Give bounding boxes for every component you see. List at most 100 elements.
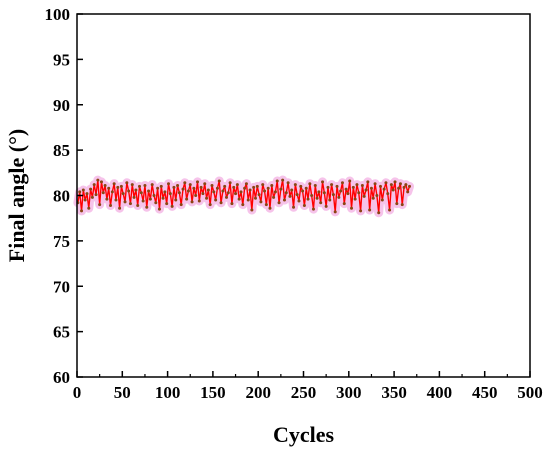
data-point	[397, 186, 401, 190]
y-axis-title: Final angle (°)	[4, 129, 29, 262]
data-point	[268, 206, 272, 210]
data-point	[116, 185, 120, 189]
data-point	[157, 207, 161, 211]
data-point	[326, 185, 330, 189]
data-point	[212, 190, 216, 194]
data-markers	[76, 178, 411, 215]
data-point	[366, 180, 370, 184]
data-point	[89, 187, 93, 191]
data-point	[110, 190, 114, 194]
data-point	[181, 187, 185, 191]
data-point	[342, 202, 346, 206]
data-point	[206, 188, 210, 192]
data-point	[313, 184, 317, 188]
data-point	[98, 203, 102, 207]
data-point	[230, 202, 234, 206]
data-point	[159, 184, 163, 188]
y-tick-label: 70	[53, 277, 70, 296]
data-point	[194, 194, 198, 197]
data-point	[322, 191, 326, 195]
data-point	[176, 184, 180, 188]
data-point	[319, 201, 323, 205]
x-axis-title: Cycles	[273, 422, 335, 447]
data-point	[168, 192, 172, 196]
data-point	[224, 195, 228, 199]
data-point	[301, 189, 305, 193]
data-point	[203, 182, 207, 186]
data-point	[219, 201, 223, 205]
data-point	[377, 211, 381, 215]
data-point	[177, 191, 181, 195]
data-point	[235, 183, 239, 187]
data-point	[221, 189, 225, 193]
data-point	[248, 188, 252, 192]
data-point	[90, 195, 94, 199]
data-point	[226, 191, 230, 195]
data-point	[321, 180, 325, 184]
data-point	[340, 181, 344, 185]
y-tick-label: 90	[53, 96, 70, 115]
y-tick-label: 60	[53, 368, 70, 387]
data-point	[128, 202, 132, 206]
data-point	[299, 184, 303, 188]
data-point	[210, 184, 214, 188]
data-point	[350, 206, 354, 210]
data-point	[272, 195, 276, 199]
data-point	[308, 182, 312, 186]
data-point	[264, 203, 268, 207]
y-tick-label: 95	[53, 50, 70, 69]
data-point	[379, 184, 383, 188]
data-point	[119, 184, 123, 188]
data-point	[127, 189, 131, 193]
data-series	[77, 179, 411, 214]
data-point	[293, 183, 297, 187]
data-point	[259, 200, 263, 204]
data-point	[279, 187, 283, 191]
data-point	[165, 202, 169, 206]
y-tick-label: 65	[53, 323, 70, 342]
data-point	[163, 190, 167, 194]
data-point	[201, 192, 205, 196]
data-point	[123, 200, 127, 204]
data-point	[297, 199, 301, 203]
data-point	[205, 196, 209, 200]
data-point	[243, 186, 247, 190]
data-point	[246, 198, 250, 202]
data-point	[130, 183, 134, 187]
data-point	[286, 181, 290, 185]
data-point	[386, 192, 390, 196]
data-point	[80, 209, 84, 213]
data-point	[148, 197, 152, 201]
data-point	[368, 208, 372, 212]
data-point	[156, 186, 160, 190]
x-tick-label: 400	[427, 383, 453, 402]
data-point	[199, 185, 203, 189]
data-point	[388, 208, 392, 212]
data-point	[384, 181, 388, 185]
x-tick-label: 500	[517, 383, 543, 402]
data-point	[375, 194, 379, 197]
data-point	[317, 190, 321, 194]
x-tick-label: 200	[245, 383, 271, 402]
y-tick-label: 75	[53, 232, 70, 251]
data-point	[277, 201, 281, 205]
data-point	[359, 209, 363, 213]
data-point	[257, 193, 261, 197]
data-point	[360, 184, 364, 188]
data-point	[139, 191, 143, 195]
data-point	[174, 198, 178, 202]
data-point	[134, 188, 138, 192]
y-axis-ticks: 60 65 70 75 80 85 90 95 100	[45, 5, 83, 387]
data-point	[288, 194, 292, 198]
data-point	[304, 186, 308, 190]
data-point	[406, 190, 410, 194]
data-point	[302, 203, 306, 207]
data-point	[141, 199, 145, 203]
data-point	[214, 198, 218, 202]
data-point	[400, 203, 404, 207]
data-point	[266, 186, 270, 190]
data-point	[92, 183, 96, 187]
x-tick-label: 0	[73, 383, 82, 402]
data-point	[232, 185, 236, 189]
data-point	[228, 181, 232, 185]
